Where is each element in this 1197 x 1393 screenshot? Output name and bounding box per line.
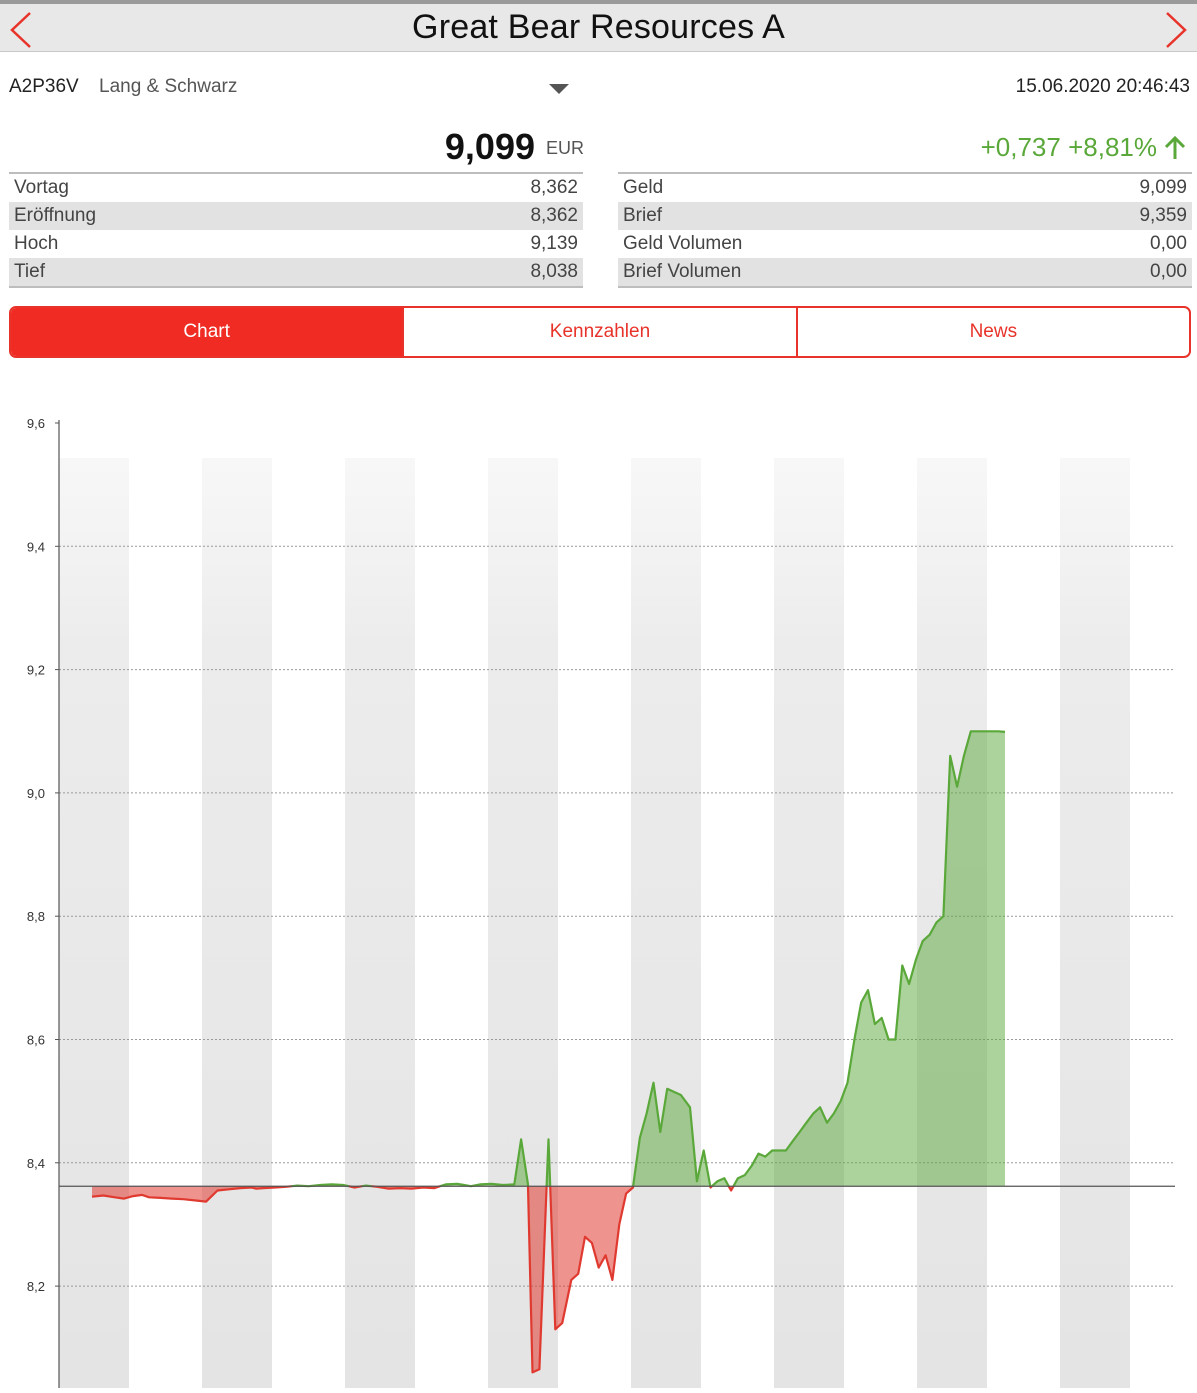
tab-chart[interactable]: Chart bbox=[11, 308, 403, 356]
stat-row: Geld Volumen 0,00 bbox=[618, 230, 1192, 258]
y-tick-label: 8,8 bbox=[27, 909, 45, 924]
stat-label: Eröffnung bbox=[14, 205, 97, 226]
tab-bar: Chart Kennzahlen News bbox=[9, 306, 1191, 358]
y-tick-label: 8,2 bbox=[27, 1279, 45, 1294]
y-tick-label: 9,0 bbox=[27, 786, 45, 801]
price-line-down bbox=[371, 1185, 441, 1190]
forward-arrow-icon[interactable] bbox=[1161, 10, 1191, 50]
stat-row: Vortag 8,362 bbox=[9, 174, 583, 202]
stat-label: Vortag bbox=[14, 177, 69, 198]
stat-label: Brief bbox=[623, 205, 663, 226]
page-title: Great Bear Resources A bbox=[412, 8, 785, 46]
area-below-previous-close bbox=[528, 1186, 547, 1373]
stat-row: Hoch 9,139 bbox=[9, 230, 583, 258]
stat-value: 8,038 bbox=[530, 261, 578, 282]
chevron-down-icon[interactable] bbox=[549, 84, 569, 96]
wkn-label: A2P36V bbox=[9, 76, 79, 97]
price-line-up bbox=[291, 1183, 350, 1188]
chart-column-band bbox=[631, 458, 701, 1388]
y-tick-label: 9,4 bbox=[27, 539, 45, 554]
area-above-previous-close bbox=[440, 1139, 528, 1187]
price-line-up bbox=[439, 1138, 530, 1188]
chart-column-band bbox=[202, 458, 272, 1388]
stat-value: 8,362 bbox=[530, 177, 578, 198]
arrow-up-icon bbox=[1164, 135, 1186, 159]
stat-label: Brief Volumen bbox=[623, 261, 742, 282]
area-above-previous-close bbox=[733, 731, 1005, 1187]
chart-column-band bbox=[1060, 458, 1130, 1388]
stat-value: 8,362 bbox=[530, 205, 578, 226]
stat-value: 9,139 bbox=[530, 233, 578, 254]
price-chart[interactable]: 9,6 9,4 9,2 9,0 8,8 8,6 8,4 8,2 bbox=[0, 380, 1197, 1388]
price-chart-svg[interactable]: 9,6 9,4 9,2 9,0 8,8 8,6 8,4 8,2 bbox=[0, 380, 1197, 1388]
price-line-down bbox=[526, 1186, 548, 1374]
stat-row: Tief 8,038 bbox=[9, 258, 583, 286]
title-bar: Great Bear Resources A bbox=[0, 0, 1197, 52]
area-below-previous-close bbox=[92, 1186, 292, 1202]
stat-value: 9,359 bbox=[1139, 205, 1187, 226]
last-price: 9,099 bbox=[444, 126, 535, 167]
tab-news[interactable]: News bbox=[795, 308, 1189, 356]
currency-label: EUR bbox=[546, 138, 585, 158]
stat-label: Hoch bbox=[14, 233, 59, 254]
stat-value: 0,00 bbox=[1150, 233, 1187, 254]
chart-column-band bbox=[488, 458, 558, 1388]
y-tick-label: 9,6 bbox=[27, 416, 45, 431]
chart-column-band bbox=[774, 458, 844, 1388]
stat-value: 9,099 bbox=[1139, 177, 1187, 198]
price-line-down bbox=[549, 1186, 635, 1331]
quote-stats-left: Vortag 8,362 Eröffnung 8,362 Hoch 9,139 … bbox=[9, 172, 583, 288]
price-line-up bbox=[711, 1177, 730, 1188]
stat-row: Brief Volumen 0,00 bbox=[618, 258, 1192, 286]
stat-label: Geld Volumen bbox=[623, 233, 743, 254]
price-line-up bbox=[545, 1138, 552, 1187]
area-below-previous-close bbox=[550, 1186, 634, 1330]
change-absolute: +0,737 bbox=[980, 132, 1061, 162]
area-above-previous-close bbox=[633, 1082, 711, 1187]
tab-kennzahlen[interactable]: Kennzahlen bbox=[402, 308, 795, 356]
stat-row: Geld 9,099 bbox=[618, 174, 1192, 202]
y-tick-label: 8,6 bbox=[27, 1033, 45, 1048]
quote-timestamp: 15.06.2020 20:46:43 bbox=[1015, 76, 1190, 97]
change-percent: +8,81% bbox=[1068, 132, 1157, 162]
price-line-up bbox=[632, 1081, 712, 1187]
stat-row: Brief 9,359 bbox=[618, 202, 1192, 230]
stat-label: Tief bbox=[14, 261, 45, 282]
quote-stats-right: Geld 9,099 Brief 9,359 Geld Volumen 0,00… bbox=[618, 172, 1192, 288]
y-tick-label: 9,2 bbox=[27, 663, 45, 678]
chart-column-band bbox=[345, 458, 415, 1388]
stat-value: 0,00 bbox=[1150, 261, 1187, 282]
price-line-down bbox=[727, 1185, 735, 1192]
chart-column-band bbox=[59, 458, 129, 1388]
stat-row: Eröffnung 8,362 bbox=[9, 202, 583, 230]
price-change: +0,737 +8,81% bbox=[981, 132, 1157, 163]
price-line-up bbox=[732, 730, 1006, 1187]
exchange-select[interactable]: Lang & Schwarz bbox=[99, 76, 238, 97]
stat-label: Geld bbox=[623, 177, 664, 198]
y-tick-label: 8,4 bbox=[27, 1156, 45, 1171]
price-line-down bbox=[91, 1185, 292, 1203]
back-arrow-icon[interactable] bbox=[6, 10, 36, 50]
